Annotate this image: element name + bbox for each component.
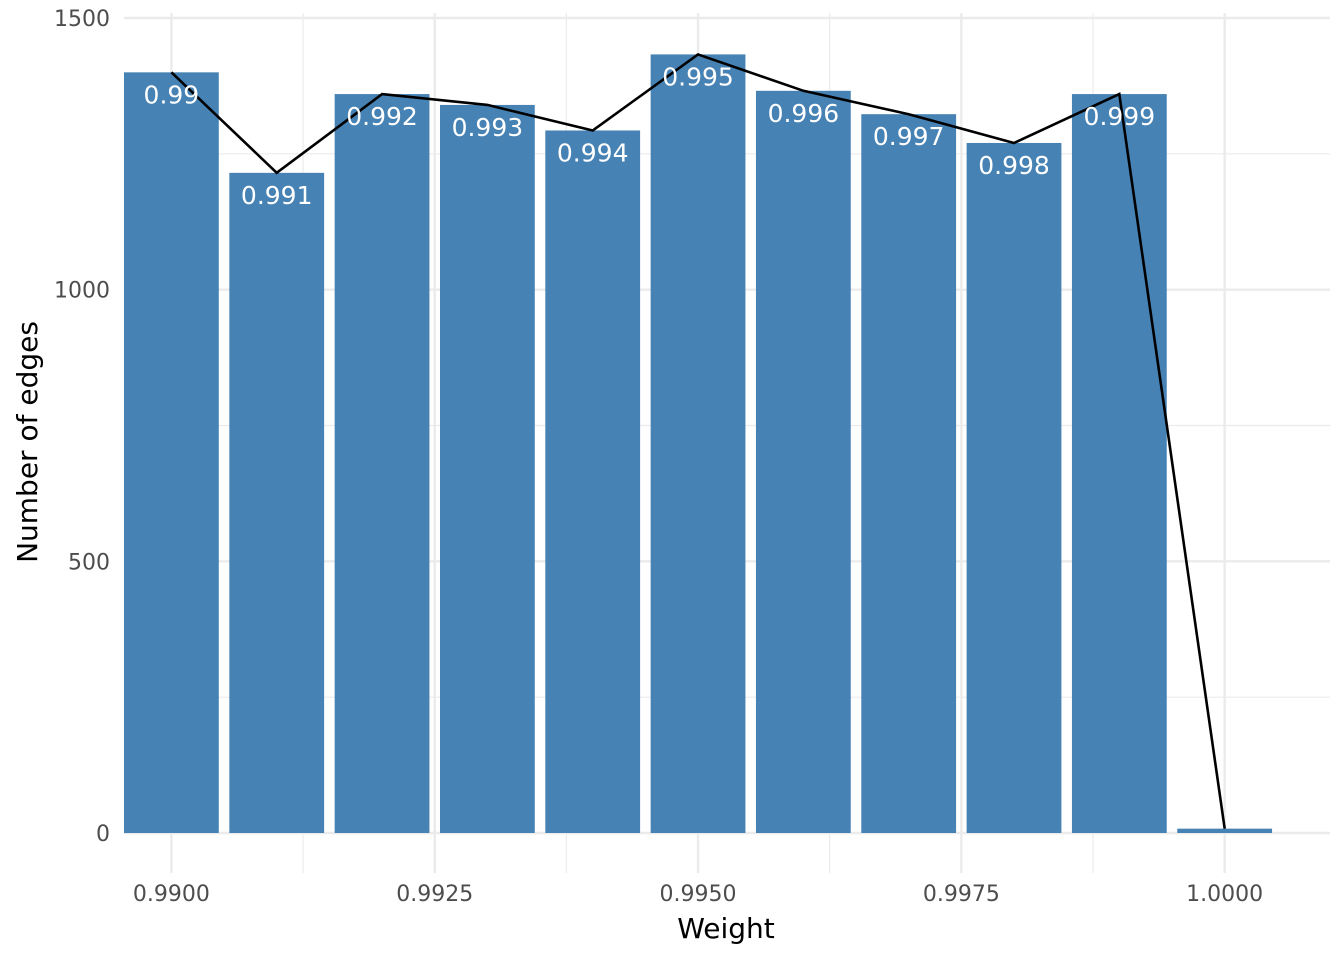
bar [229, 172, 325, 834]
trend-line [170, 52, 1226, 829]
bar [334, 94, 430, 834]
bar [755, 90, 851, 834]
x-tick-label: 1.0000 [1186, 882, 1263, 907]
trend-line-path [170, 52, 1226, 829]
y-axis-title: Number of edges [11, 321, 44, 563]
bar-value-label: 0.997 [873, 122, 945, 151]
bar-value-label: 0.995 [662, 62, 734, 91]
bar-value-label: 0.994 [557, 138, 629, 167]
bar-value-label: 0.992 [346, 102, 418, 131]
bar [545, 130, 641, 834]
bar [124, 72, 219, 834]
y-tick-label: 0 [96, 822, 110, 847]
y-tick-label: 500 [68, 550, 110, 575]
bar-value-label: 0.999 [1084, 102, 1156, 131]
x-tick-label: 0.9950 [660, 882, 737, 907]
bar-labels: 0.99 0.991 0.992 0.993 0.994 0.995 0.996 0.997 0… [144, 62, 1156, 209]
bar [650, 54, 746, 834]
y-tick-label: 1000 [54, 279, 110, 304]
bar-value-label: 0.991 [241, 181, 313, 210]
bar [966, 142, 1062, 833]
x-axis-title: Weight [677, 912, 775, 945]
bar [861, 114, 957, 834]
bar [439, 104, 535, 833]
bar [1177, 828, 1273, 833]
bar-value-label: 0.996 [768, 99, 840, 128]
x-tick-label: 0.9925 [396, 882, 473, 907]
bars [124, 54, 1273, 834]
bar-value-label: 0.99 [144, 80, 200, 109]
tick-labels: 0 500 1000 1500 0.9900 0.9925 0.9950 0.9975 1.00… [54, 7, 1263, 907]
bar [1071, 94, 1167, 834]
bar-value-label: 0.993 [452, 113, 524, 142]
y-tick-label: 1500 [54, 7, 110, 32]
bar-value-label: 0.998 [978, 151, 1050, 180]
x-tick-label: 0.9900 [133, 882, 210, 907]
x-tick-label: 0.9975 [923, 882, 1000, 907]
